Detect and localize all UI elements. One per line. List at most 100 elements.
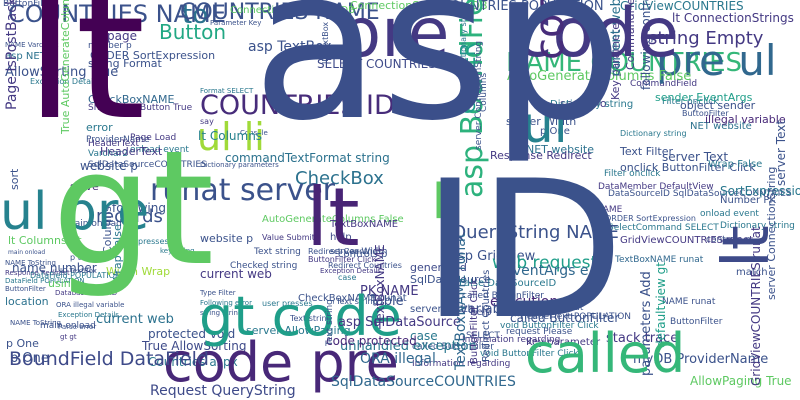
cloud-word: called ButtonFilter: [462, 291, 545, 301]
cloud-word: case: [410, 329, 438, 343]
cloud-word: Text string: [325, 299, 335, 346]
cloud-word: QueryString NAME: [452, 222, 619, 243]
cloud-word: Redirect Countries: [308, 247, 382, 256]
cloud-word: lt: [306, 171, 360, 264]
cloud-word: Parse error: [58, 323, 97, 331]
cloud-word: void ButtonFilter Click: [500, 321, 599, 331]
cloud-word: controls p: [338, 249, 388, 260]
cloud-word: COUNTRIES NAME: [180, 0, 380, 25]
cloud-word: Filter onclick: [662, 97, 719, 107]
cloud-word: asp GridView: [450, 249, 536, 264]
cloud-word: Response Redirect: [490, 149, 592, 162]
cloud-word: server Width: [330, 247, 388, 257]
cloud-word: gt: [52, 117, 215, 301]
cloud-word: following: [112, 201, 166, 215]
cloud-word: current web: [200, 267, 272, 281]
cloud-word: server AllowPaging: [246, 324, 351, 337]
cloud-word: scenario: [560, 97, 607, 110]
cloud-word: Type Filter: [200, 289, 236, 297]
cloud-word: stack trace: [606, 331, 679, 346]
cloud-word: code: [515, 0, 679, 73]
cloud-word: ButtonFilter: [3, 0, 56, 9]
cloud-word: ORDER SortExpression: [605, 214, 696, 223]
cloud-word: COUNTRIES POPULATION: [441, 0, 604, 14]
cloud-word: ORA illegal variable: [56, 301, 125, 309]
cloud-word: SqlDataSourceCOUNTRIES: [88, 160, 207, 170]
cloud-word: code protected: [326, 334, 417, 348]
cloud-word: Text string: [290, 314, 332, 323]
cloud-word: EventArgs e: [504, 263, 589, 279]
cloud-word: server Width: [506, 115, 577, 128]
cloud-word: ID TextBox: [60, 267, 97, 275]
cloud-word: variable name: [460, 302, 554, 317]
cloud-word: web request: [492, 253, 598, 273]
cloud-word: NAME ToString: [5, 259, 56, 267]
cloud-word: p One: [6, 337, 39, 350]
cloud-word: DataMember DefaultView: [598, 182, 714, 192]
cloud-word: ORDER SortExpression: [90, 49, 216, 62]
cloud-word: onclick ButtonFilter Click: [620, 161, 756, 174]
cloud-word: Redirect Countries: [328, 261, 402, 270]
cloud-word: Format SELECT: [200, 87, 254, 95]
cloud-word: server Text: [662, 150, 729, 164]
cloud-word: Text Filter: [620, 145, 673, 158]
cloud-word: CheckBox: [295, 168, 384, 189]
cloud-word: CheckBoxNAME runat: [298, 293, 407, 304]
cloud-word: Dictionary parameters: [200, 161, 279, 169]
cloud-word: Width Wrap: [106, 265, 171, 278]
cloud-word: void ButtonFilter Click: [480, 349, 579, 359]
cloud-word: called ButtonFilter: [412, 342, 495, 352]
cloud-word: SqlDataSourceCOUNTRIES: [331, 374, 516, 390]
cloud-word: DataField POPULATION: [5, 277, 85, 285]
cloud-word: object sender: [680, 99, 756, 112]
cloud-word: website p: [200, 232, 254, 245]
cloud-word: ProviderName: [86, 135, 150, 145]
cloud-word: SELECT: [466, 331, 500, 341]
cloud-word: Console: [240, 129, 268, 137]
cloud-word: GridViewCOUNTRIES: [620, 0, 744, 13]
cloud-word: ButtonFilter: [670, 317, 723, 327]
cloud-word: Response Redirect: [5, 269, 70, 277]
cloud-word: TextBoxNAME runat: [615, 255, 704, 265]
cloud-word: COUNTRIES ID: [200, 90, 395, 121]
cloud-word: server Text: [774, 119, 788, 186]
cloud-word: generated: [410, 261, 467, 274]
cloud-word: li: [432, 174, 459, 230]
cloud-word: NAME Varchar2: [5, 41, 59, 49]
cloud-word: onload event: [130, 145, 189, 155]
cloud-word: SortExpression: [720, 184, 800, 198]
cloud-word: Exception Details: [30, 77, 100, 86]
cloud-word: Page Load: [130, 133, 177, 143]
cloud-word: error: [86, 121, 113, 134]
cloud-word: lt Columns gt: [8, 234, 82, 247]
cloud-word: COUNTRIES NAME: [8, 0, 226, 28]
cloud-word: key string: [160, 247, 195, 255]
cloud-word: main onload: [66, 219, 122, 229]
cloud-word: Information regarding: [412, 359, 511, 369]
cloud-word: Request QueryString: [150, 383, 296, 399]
cloud-word: onload event: [700, 209, 759, 219]
cloud-word: Text string: [254, 247, 301, 257]
cloud-word: asp NET: [5, 51, 46, 62]
cloud-word: Varchar2: [88, 149, 129, 159]
cloud-word: request Please: [506, 327, 573, 337]
cloud-word: TextBoxNAME: [373, 244, 387, 326]
cloud-word: location: [5, 295, 49, 308]
cloud-word: Exception Details: [58, 311, 119, 319]
cloud-word: Parameter Key: [210, 19, 262, 27]
cloud-word: ButtonFilter: [682, 109, 729, 118]
cloud-word: Wrap False: [708, 159, 763, 170]
cloud-word: controls p: [706, 235, 751, 245]
cloud-word: AllowSorting True: [5, 65, 119, 80]
cloud-word: Number PK: [720, 195, 776, 206]
cloud-word: ul: [522, 96, 568, 154]
cloud-word: code pre: [163, 331, 399, 394]
cloud-word: Databaseames ID: [55, 289, 118, 297]
cloud-word: illegal variable: [705, 113, 786, 126]
cloud-word: user presses: [262, 299, 313, 308]
cloud-word: AllowPaging True: [690, 374, 792, 388]
cloud-word: ORA illegal: [360, 351, 436, 367]
cloud-word: lt: [25, 0, 146, 160]
cloud-word: main onload: [40, 321, 96, 331]
cloud-word: ButtonFilter: [5, 285, 46, 293]
